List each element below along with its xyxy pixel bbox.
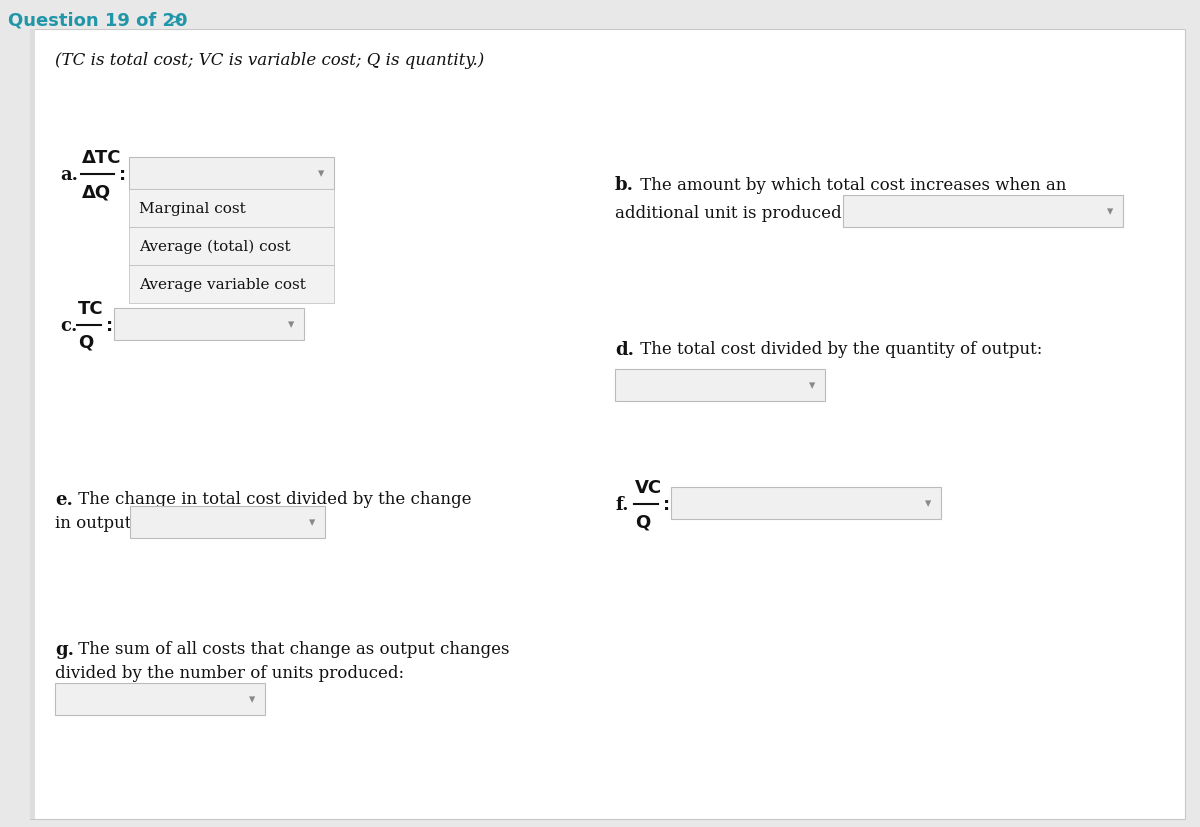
Text: Q: Q xyxy=(78,333,94,351)
Bar xyxy=(616,370,826,402)
Text: Average variable cost: Average variable cost xyxy=(139,278,306,292)
Text: ▾: ▾ xyxy=(318,167,324,180)
Text: The total cost divided by the quantity of output:: The total cost divided by the quantity o… xyxy=(635,341,1043,358)
Text: g.: g. xyxy=(55,640,74,658)
Bar xyxy=(55,683,265,715)
Bar xyxy=(114,308,304,341)
Text: ▾: ▾ xyxy=(248,693,256,705)
Bar xyxy=(130,506,325,538)
Text: d.: d. xyxy=(616,341,634,359)
Text: b.: b. xyxy=(616,176,634,194)
Text: c.: c. xyxy=(60,317,77,335)
Text: ▾: ▾ xyxy=(1106,205,1114,218)
Bar xyxy=(130,158,334,189)
Text: in output:: in output: xyxy=(55,515,137,532)
Bar xyxy=(671,487,941,519)
Text: additional unit is produced:: additional unit is produced: xyxy=(616,204,847,222)
Text: f.: f. xyxy=(616,495,629,514)
Text: ▾: ▾ xyxy=(308,516,314,528)
Text: a.: a. xyxy=(60,165,78,184)
Text: ▾: ▾ xyxy=(288,318,294,331)
Text: Question 19 of 20: Question 19 of 20 xyxy=(8,11,187,29)
Text: ΔTC: ΔTC xyxy=(82,149,121,167)
Text: divided by the number of units produced:: divided by the number of units produced: xyxy=(55,665,404,681)
Text: Q: Q xyxy=(635,513,650,530)
Text: :: : xyxy=(662,495,670,514)
Text: e.: e. xyxy=(55,490,73,509)
Text: (TC is total cost; VC is variable cost; Q is quantity.): (TC is total cost; VC is variable cost; … xyxy=(55,51,485,69)
Bar xyxy=(130,265,334,304)
Text: :: : xyxy=(106,317,113,335)
Text: The change in total cost divided by the change: The change in total cost divided by the … xyxy=(73,491,472,508)
Text: >: > xyxy=(168,11,182,29)
Text: ▾: ▾ xyxy=(809,379,815,392)
Text: Marginal cost: Marginal cost xyxy=(139,202,246,216)
Text: ΔQ: ΔQ xyxy=(82,183,112,201)
Bar xyxy=(30,30,35,819)
Text: TC: TC xyxy=(78,299,103,318)
Bar xyxy=(130,189,334,227)
Text: ▾: ▾ xyxy=(924,497,931,510)
Text: Average (total) cost: Average (total) cost xyxy=(139,240,290,254)
Bar xyxy=(0,0,1200,30)
Text: VC: VC xyxy=(635,479,662,496)
Text: :: : xyxy=(119,165,126,184)
Bar xyxy=(130,227,334,265)
Bar xyxy=(842,196,1123,227)
Text: The amount by which total cost increases when an: The amount by which total cost increases… xyxy=(635,176,1067,194)
Text: The sum of all costs that change as output changes: The sum of all costs that change as outp… xyxy=(73,641,510,657)
